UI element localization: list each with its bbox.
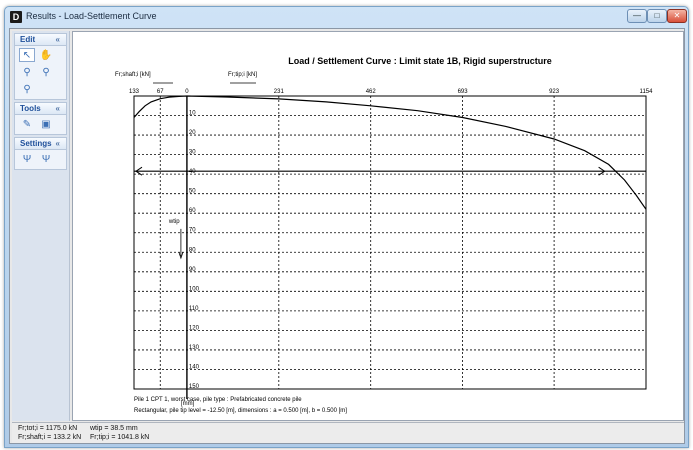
y-tick-label: 100 [189,286,200,292]
client-area: Edit «↖ ✋ ⚲ ⚲ ⚲ Tools «✎ ▣ Settings «Ψ Ψ Load / Set… [9,28,685,444]
load-settlement-chart: Load / Settlement Curve : Limit state 1B… [115,56,654,414]
collapse-chevron-icon[interactable]: « [55,35,60,44]
panel-section-tools: Tools « ✎ ▣ [14,102,67,135]
y-tick-label: 50 [189,189,196,195]
status-tip-resistance: Fr;tip;i = 1041.8 kN [90,434,150,441]
copy-chart-icon[interactable]: ▣ [41,119,51,130]
app-icon: D [10,11,22,23]
results-window: D Results - Load-Settlement Curve — □ ✕ … [4,6,689,448]
section-header-settings[interactable]: Settings « [15,138,66,150]
settlement-arrow-left [135,166,143,176]
chart-settings-icon[interactable]: Ψ [22,154,32,165]
tool-panel: Edit «↖ ✋ ⚲ ⚲ ⚲ Tools «✎ ▣ Settings «Ψ Ψ [12,31,70,421]
y-tick-label: 140 [189,364,200,370]
y-tick-label: 120 [189,325,200,331]
section-label: Tools [20,104,41,113]
y-tick-label: 110 [189,306,199,312]
chart-annotation: Pile 1 CPT 1, worst case, pile type : Pr… [134,397,302,403]
x-tick-label: 462 [366,89,377,95]
x-tick-label: 231 [274,89,285,95]
minimize-button[interactable]: — [627,9,647,23]
status-wtip: wtip = 38.5 mm [90,425,138,432]
x-tick-label: 133 [129,89,140,95]
x-tick-label: 0 [185,89,189,95]
y-tick-label: 150 [189,384,200,390]
section-label: Settings [20,139,52,148]
chart-canvas[interactable]: Load / Settlement Curve : Limit state 1B… [72,31,684,421]
maximize-button[interactable]: □ [647,9,667,23]
tip-resistance-label: Fr;tip;i [kN] [228,72,257,78]
title-bar[interactable]: D Results - Load-Settlement Curve — □ ✕ [5,7,688,27]
close-button[interactable]: ✕ [667,9,687,23]
load-settlement-curve [133,95,647,210]
status-bar: Fr;tot;i = 1175.0 kN wtip = 38.5 mm Fr;s… [12,422,684,443]
x-tick-label: 1154 [640,89,654,95]
pointer-tool-icon[interactable]: ↖ [19,48,35,62]
y-tick-label: 90 [189,267,196,273]
status-total-resistance: Fr;tot;i = 1175.0 kN [18,425,78,432]
x-tick-label: 693 [458,89,469,95]
curve-settings-icon[interactable]: Ψ [41,154,51,165]
measure-tool-icon[interactable]: ✎ [22,119,32,130]
y-tick-label: 10 [189,111,196,117]
chart-annotation: Rectangular, pile tip level = -12.50 [m]… [134,408,347,414]
panel-section-settings: Settings « Ψ Ψ [14,137,67,170]
y-tick-label: 80 [189,247,196,253]
section-header-tools[interactable]: Tools « [15,103,66,115]
y-axis-unit: [mm] [181,401,195,407]
settlement-arrow-right [598,166,606,176]
y-tick-label: 30 [189,150,196,156]
collapse-chevron-icon[interactable]: « [55,104,60,113]
y-tick-label: 70 [189,228,196,234]
status-shaft-resistance: Fr;shaft;i = 133.2 kN [18,434,82,441]
zoom-out-icon[interactable]: ⚲ [42,67,50,78]
x-tick-label: 67 [157,89,164,95]
section-label: Edit [20,35,36,44]
y-tick-label: 60 [189,208,196,214]
plot-frame [133,95,647,390]
y-tick-label: 20 [189,130,196,136]
y-tick-label: 40 [189,169,196,175]
wtip-arrow-head [178,252,184,260]
shaft-resistance-label: Fr;shaft;i [kN] [115,72,151,78]
zoom-in-icon[interactable]: ⚲ [23,67,31,78]
collapse-chevron-icon[interactable]: « [55,139,60,148]
window-title: Results - Load-Settlement Curve [26,11,157,21]
zoom-reset-icon[interactable]: ⚲ [23,84,31,95]
panel-section-edit: Edit « ↖ ✋ ⚲ ⚲ ⚲ [14,33,67,100]
wtip-label: wtip [168,219,180,225]
y-tick-label: 130 [189,345,200,351]
section-header-edit[interactable]: Edit « [15,34,66,46]
chart-title: Load / Settlement Curve : Limit state 1B… [288,56,552,66]
pan-hand-icon[interactable]: ✋ [39,50,53,61]
x-tick-label: 923 [549,89,560,95]
